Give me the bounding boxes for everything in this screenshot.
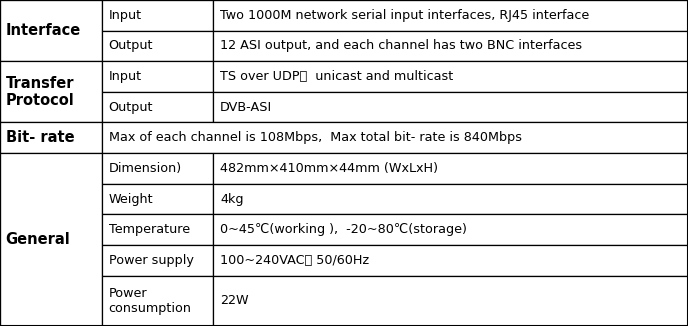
Bar — [213, 61, 688, 92]
Text: General: General — [6, 232, 70, 247]
Text: 4kg: 4kg — [220, 193, 244, 205]
Text: 100~240VAC， 50/60Hz: 100~240VAC， 50/60Hz — [220, 254, 369, 267]
Bar — [213, 31, 688, 61]
Bar — [102, 61, 213, 92]
Text: Power
consumption: Power consumption — [109, 287, 192, 315]
Text: Two 1000M network serial input interfaces, RJ45 interface: Two 1000M network serial input interface… — [220, 9, 590, 22]
Bar — [213, 153, 688, 184]
Bar — [102, 31, 213, 61]
Text: Transfer
Protocol: Transfer Protocol — [6, 76, 74, 108]
Bar — [213, 184, 688, 214]
Bar — [102, 245, 213, 275]
Text: 0~45℃(working ),  -20~80℃(storage): 0~45℃(working ), -20~80℃(storage) — [220, 223, 467, 236]
Bar — [0, 0, 102, 61]
Bar — [102, 92, 213, 123]
Text: Input: Input — [109, 70, 142, 83]
Text: 482mm×410mm×44mm (WxLxH): 482mm×410mm×44mm (WxLxH) — [220, 162, 438, 175]
Bar — [102, 123, 688, 153]
Bar — [102, 184, 213, 214]
Bar — [213, 92, 688, 123]
Bar — [0, 153, 102, 326]
Bar — [0, 123, 102, 153]
Text: 22W: 22W — [220, 294, 249, 307]
Bar — [102, 153, 213, 184]
Text: DVB-ASI: DVB-ASI — [220, 101, 272, 114]
Text: Bit- rate: Bit- rate — [6, 130, 74, 145]
Bar — [102, 214, 213, 245]
Bar — [213, 275, 688, 326]
Text: Power supply: Power supply — [109, 254, 193, 267]
Text: Input: Input — [109, 9, 142, 22]
Text: Interface: Interface — [6, 23, 80, 38]
Text: Output: Output — [109, 101, 153, 114]
Text: 12 ASI output, and each channel has two BNC interfaces: 12 ASI output, and each channel has two … — [220, 39, 582, 52]
Bar — [213, 0, 688, 31]
Bar — [0, 61, 102, 123]
Text: Max of each channel is 108Mbps,  Max total bit- rate is 840Mbps: Max of each channel is 108Mbps, Max tota… — [109, 131, 522, 144]
Bar — [213, 245, 688, 275]
Text: Weight: Weight — [109, 193, 153, 205]
Text: Output: Output — [109, 39, 153, 52]
Text: Dimension): Dimension) — [109, 162, 182, 175]
Bar — [102, 275, 213, 326]
Bar — [102, 0, 213, 31]
Text: TS over UDP，  unicast and multicast: TS over UDP， unicast and multicast — [220, 70, 453, 83]
Bar — [213, 214, 688, 245]
Text: Temperature: Temperature — [109, 223, 190, 236]
